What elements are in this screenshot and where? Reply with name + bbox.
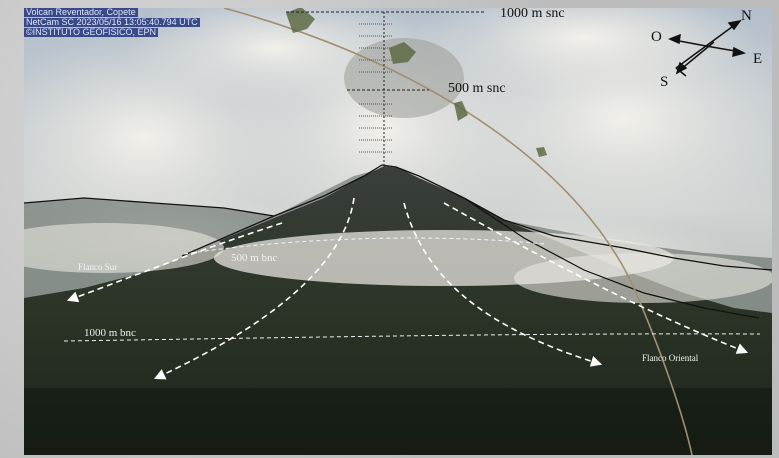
level-line-1000-bnc: [63, 333, 761, 342]
camera-caption-line-2: NetCam SC 2023/05/16 13:05:40.794 UTC: [24, 17, 200, 27]
ridge-outline: [24, 197, 275, 217]
camera-caption-line-3: ©INSTITUTO GEOFISICO, EPN: [24, 27, 158, 37]
compass-south: S: [660, 74, 669, 90]
compass-arrows: [668, 19, 747, 77]
level-line-500-bnc: [183, 237, 545, 255]
height-scale: [286, 11, 486, 166]
photo-scene: [24, 8, 772, 455]
label-1000-m-snc: 1000 m snc: [500, 8, 565, 21]
volcano-photo: Volcan Reventador, Copete NetCam SC 2023…: [24, 8, 772, 455]
label-500-m-snc: 500 m snc: [448, 81, 506, 96]
flow-arrow-east-lower: [403, 202, 603, 367]
compass-west: O: [651, 29, 662, 45]
compass-north: N: [741, 8, 752, 24]
flow-arrow-south-lower: [153, 197, 355, 380]
palm-leaves: [286, 8, 547, 157]
camera-caption-line-1: Volcan Reventador, Copete: [24, 8, 138, 17]
antenna-cable: [223, 8, 693, 455]
label-1000-m-bnc: 1000 m bnc: [84, 327, 136, 339]
label-flanco-oriental: Flanco Oriental: [642, 353, 699, 363]
label-flanco-sur: Flanco Sur: [78, 262, 118, 272]
label-500-m-bnc: 500 m bnc: [231, 252, 278, 264]
flow-arrows: [66, 197, 749, 380]
cone-outline: [181, 164, 772, 271]
flow-arrow-south-upper: [66, 222, 283, 303]
east-ridge-outline: [463, 197, 760, 319]
volcano-cone: [24, 166, 772, 455]
compass-east: E: [753, 51, 763, 67]
